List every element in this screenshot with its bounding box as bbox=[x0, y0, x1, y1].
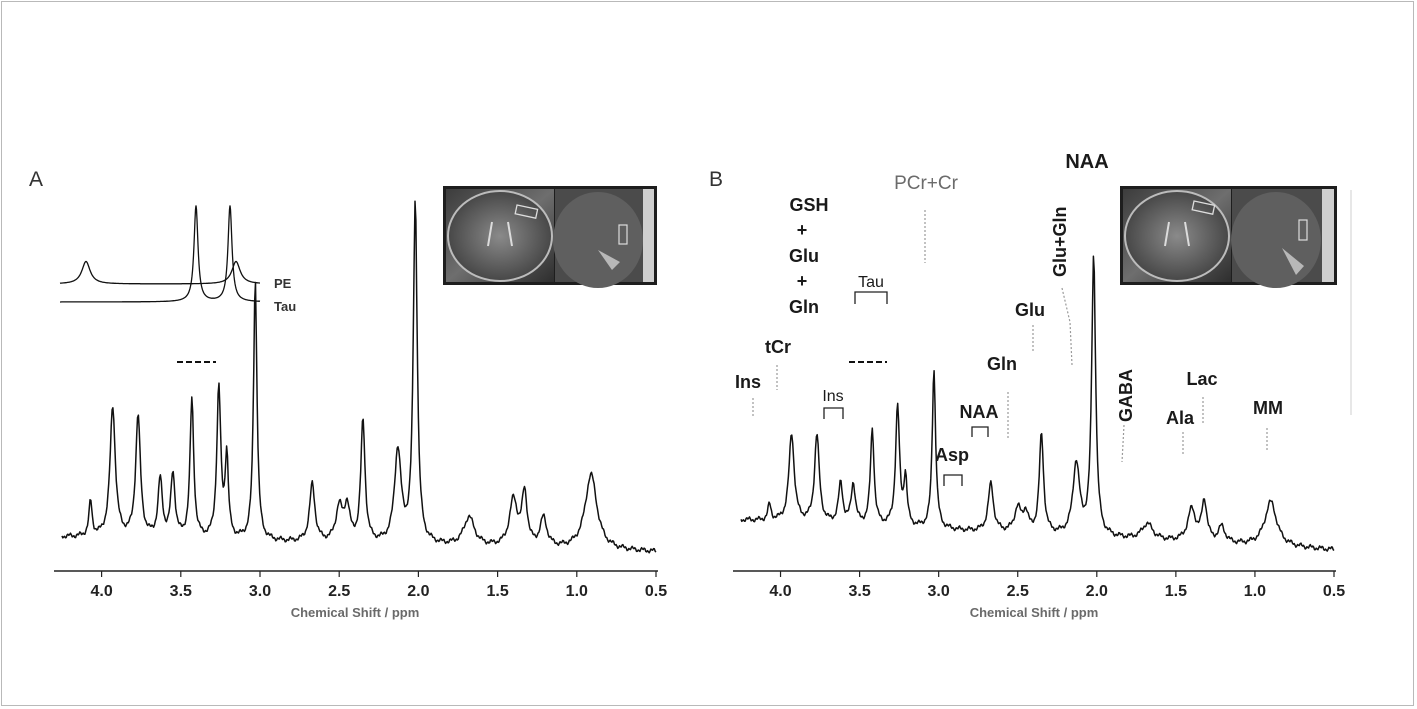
panel-a: A 4.0 3.5 3.0 2.5 2.0 1.5 1.0 0.5 Chemical Shif… bbox=[29, 168, 667, 620]
label-mm: MM bbox=[1253, 398, 1283, 418]
label-naa-2: NAA bbox=[960, 402, 999, 422]
panel-a-tau-reference-trace bbox=[60, 205, 261, 303]
panel-b-spectrum-line bbox=[740, 255, 1335, 552]
label-gaba: GABA bbox=[1116, 369, 1136, 422]
label-glu-2: Glu bbox=[1015, 300, 1045, 320]
label-plus-2: + bbox=[797, 271, 808, 291]
panel-a-pe-reference-trace bbox=[59, 260, 260, 285]
panel-a-ticks: 4.0 3.5 3.0 2.5 2.0 1.5 1.0 0.5 bbox=[90, 571, 667, 600]
panel-a-letter: A bbox=[29, 168, 43, 191]
panel-b: B 4.0 3.5 3.0 2.5 2.0 1.5 1.0 0.5 Chemical Shif… bbox=[709, 151, 1352, 620]
panel-b-x-axis-title: Chemical Shift / ppm bbox=[970, 605, 1099, 620]
panel-b-ticks: 4.0 3.5 3.0 2.5 2.0 1.5 1.0 0.5 bbox=[769, 571, 1345, 600]
label-naa-top: NAA bbox=[1065, 151, 1108, 173]
label-gln-2: Gln bbox=[987, 354, 1017, 374]
label-glu-gln: Glu+Gln bbox=[1050, 206, 1070, 277]
x-tick-label: 0.5 bbox=[645, 583, 667, 600]
label-pcr-cr: PCr+Cr bbox=[894, 173, 959, 194]
panel-a-x-axis-title: Chemical Shift / ppm bbox=[291, 605, 420, 620]
panel-a-spectrum-line bbox=[61, 200, 657, 554]
x-tick-label: 3.5 bbox=[848, 583, 870, 600]
x-tick-label: 0.5 bbox=[1323, 583, 1345, 600]
panel-a-legend-pe: PE bbox=[274, 276, 292, 291]
x-tick-label: 1.5 bbox=[1165, 583, 1187, 600]
x-tick-label: 4.0 bbox=[769, 583, 791, 600]
label-tau: Tau bbox=[858, 274, 884, 291]
label-ins-1: Ins bbox=[735, 372, 761, 392]
label-tcr: tCr bbox=[765, 337, 791, 357]
label-glu-1: Glu bbox=[789, 246, 819, 266]
x-tick-label: 3.5 bbox=[170, 583, 192, 600]
label-plus-1: + bbox=[797, 220, 808, 240]
x-tick-label: 1.0 bbox=[566, 583, 588, 600]
label-asp: Asp bbox=[935, 445, 969, 465]
panel-a-legend-tau: Tau bbox=[274, 299, 296, 314]
x-tick-label: 3.0 bbox=[249, 583, 271, 600]
label-lac: Lac bbox=[1186, 369, 1217, 389]
label-ala: Ala bbox=[1166, 408, 1195, 428]
panel-b-peak-labels: GSH + Glu + Gln tCr Ins Ins Tau PCr+Cr N… bbox=[735, 151, 1283, 465]
panel-b-guides bbox=[752, 210, 1268, 463]
panel-a-mri-inset bbox=[443, 186, 657, 288]
x-tick-label: 2.5 bbox=[1007, 583, 1029, 600]
x-tick-label: 4.0 bbox=[90, 583, 112, 600]
panel-b-brackets bbox=[823, 291, 989, 486]
x-tick-label: 2.0 bbox=[1086, 583, 1108, 600]
x-tick-label: 2.0 bbox=[407, 583, 429, 600]
label-gln-1: Gln bbox=[789, 297, 819, 317]
panel-b-mri-inset bbox=[1120, 186, 1337, 288]
panel-b-letter: B bbox=[709, 168, 723, 191]
x-tick-label: 1.0 bbox=[1244, 583, 1266, 600]
x-tick-label: 3.0 bbox=[928, 583, 950, 600]
label-gsh: GSH bbox=[789, 195, 828, 215]
label-ins-2: Ins bbox=[822, 388, 843, 405]
x-tick-label: 2.5 bbox=[328, 583, 350, 600]
x-tick-label: 1.5 bbox=[486, 583, 508, 600]
